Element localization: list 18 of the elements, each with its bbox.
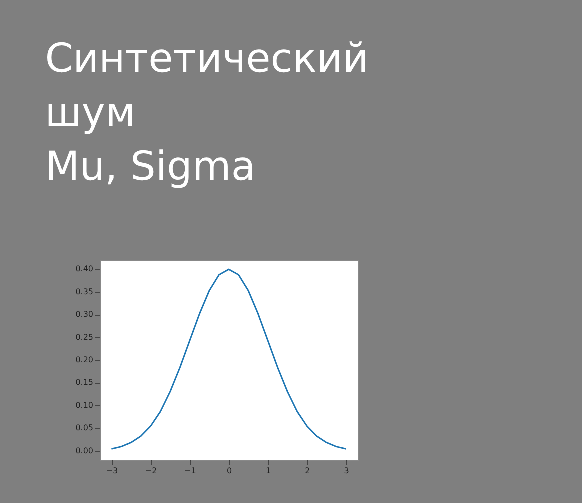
x-tick-label: 3 [344,466,350,476]
y-tick-label: 0.00 [76,446,94,456]
x-tick-label: 0 [226,466,232,476]
x-tick-label: −3 [106,466,118,476]
chart-title: Синтетический шум Mu, Sigma [45,36,369,190]
y-tick-label: 0.40 [76,264,94,274]
y-tick-label: 0.25 [76,332,94,342]
y-tick-label: 0.15 [76,378,94,388]
y-tick-label: 0.30 [76,310,94,320]
x-tick-label: −1 [184,466,196,476]
y-tick-label: 0.35 [76,287,94,296]
line-series [110,268,348,450]
x-tick-label: 1 [266,466,272,476]
y-tick-label: 0.10 [76,400,94,410]
x-tick-label: −2 [145,466,158,476]
x-tick-label: 2 [305,466,310,476]
y-tick-label: 0.20 [76,356,94,364]
y-tick-label: 0.05 [76,424,94,433]
